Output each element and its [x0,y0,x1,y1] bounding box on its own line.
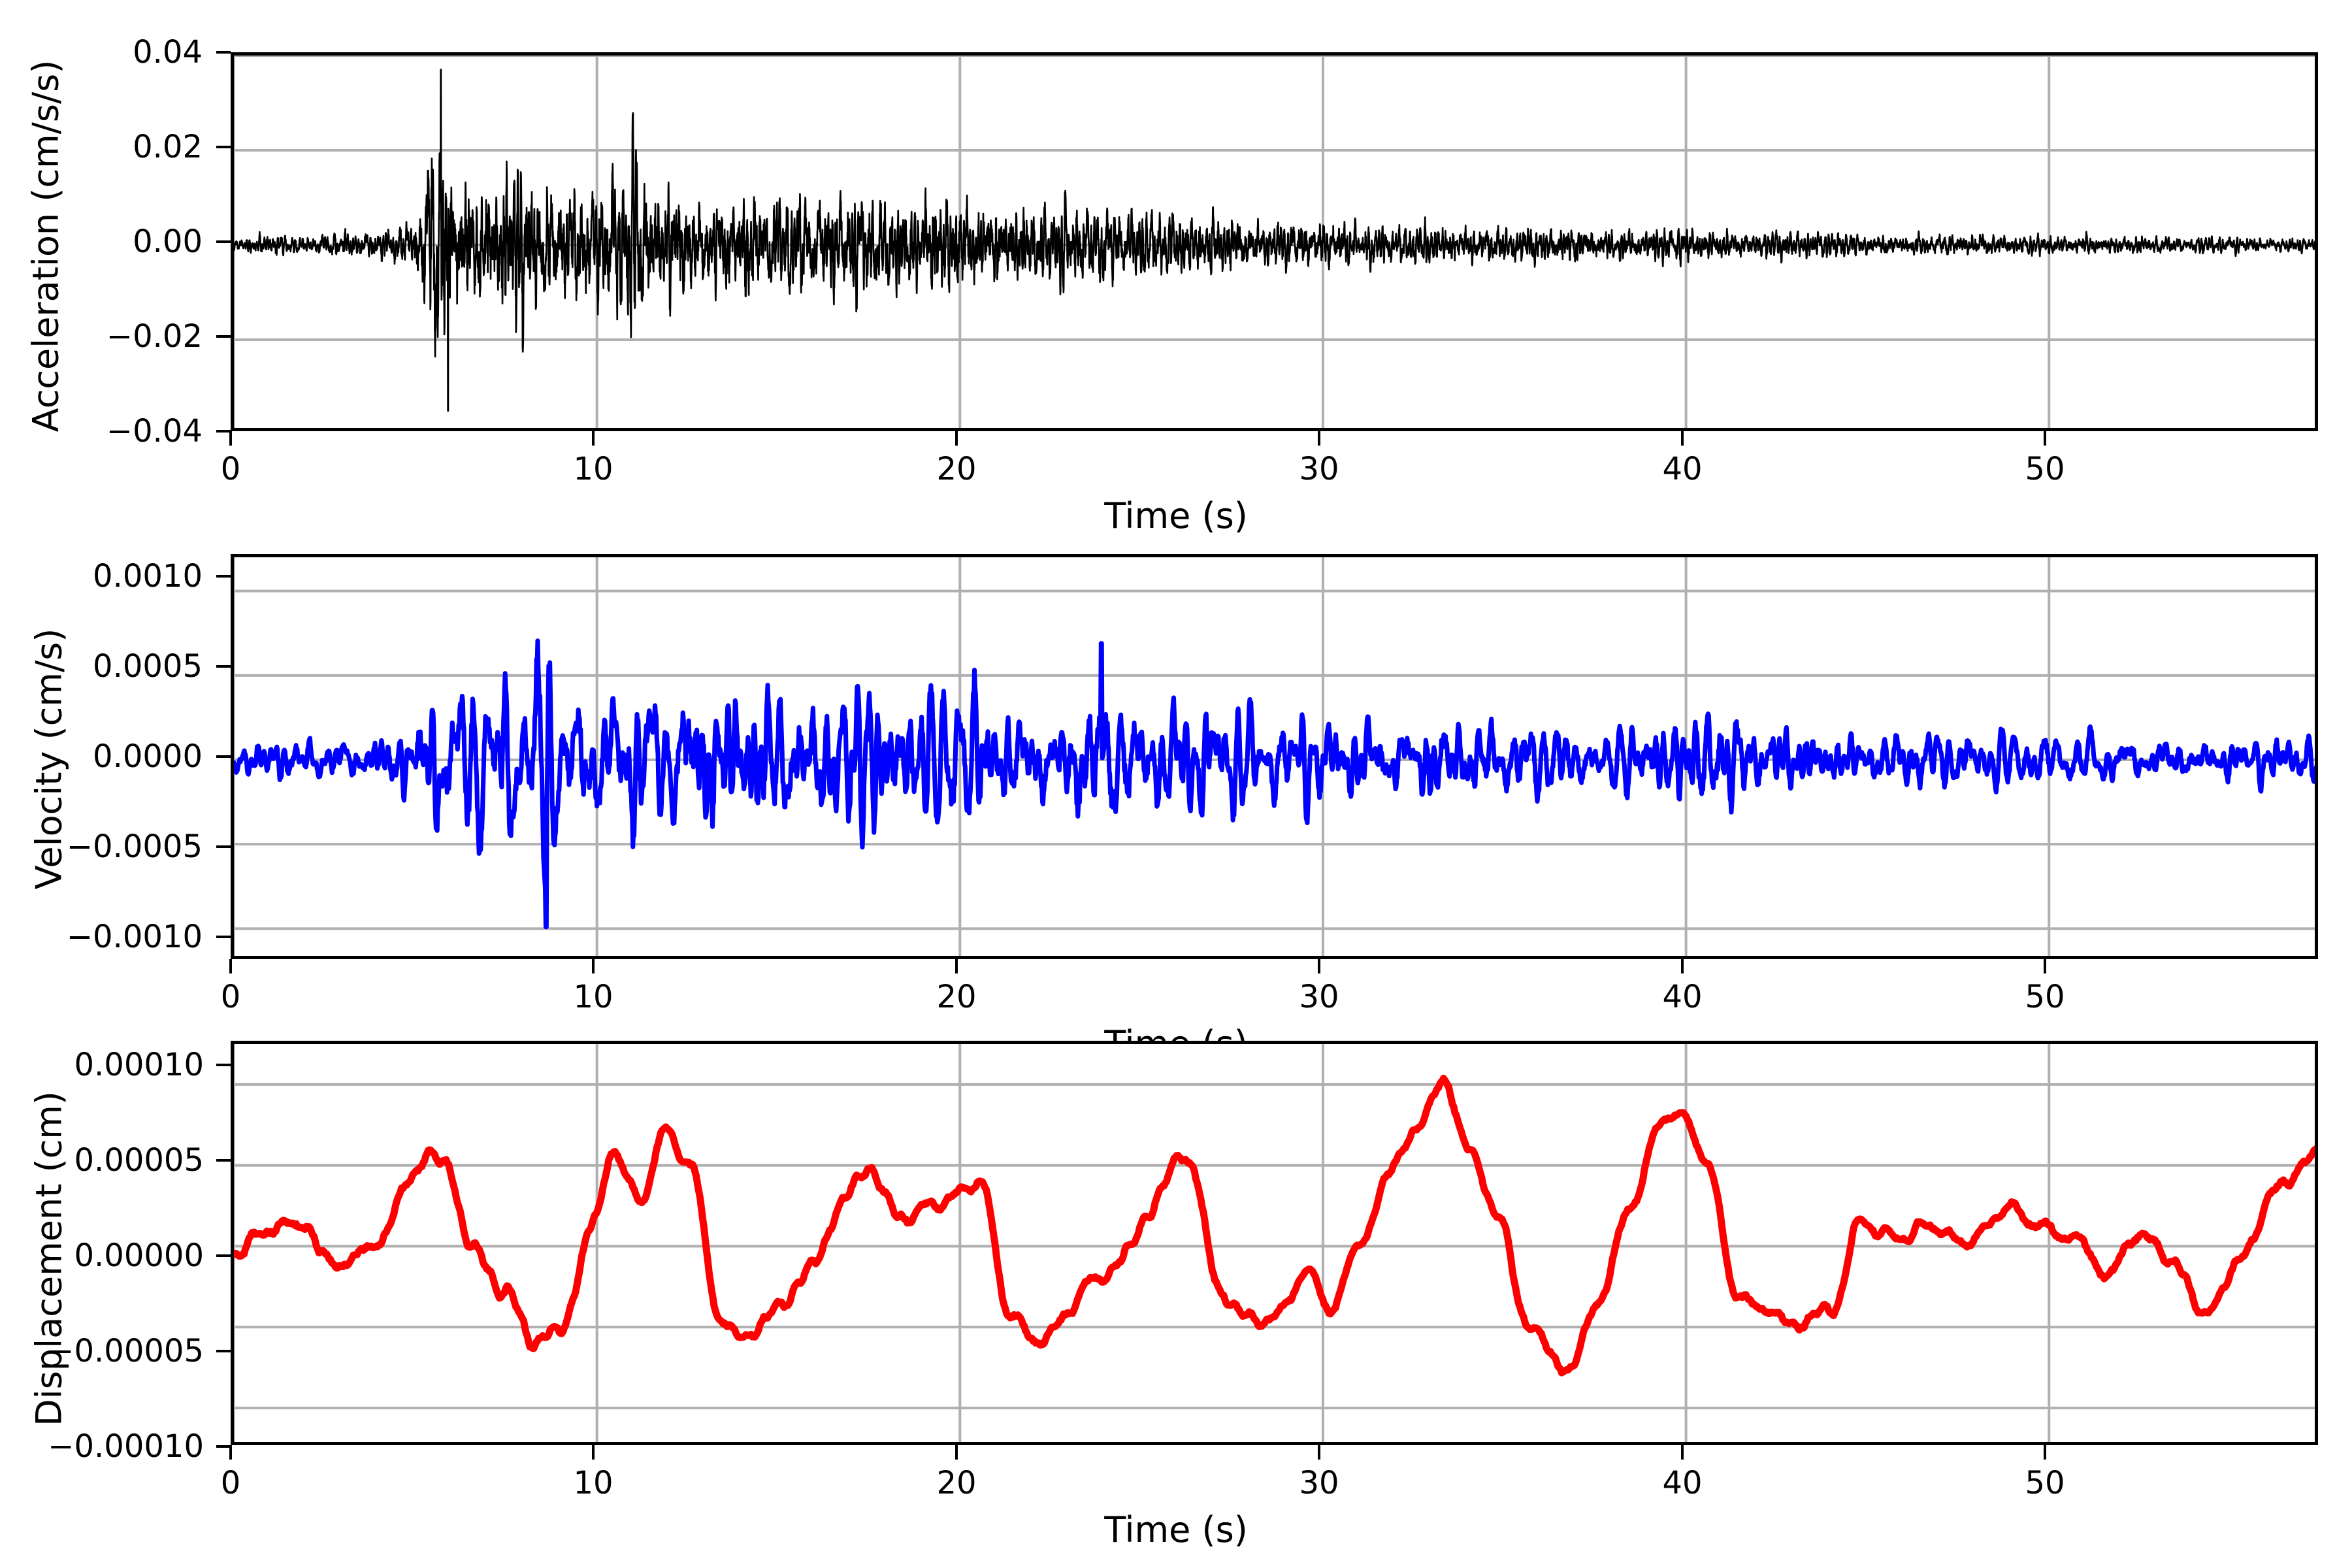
displacement-xtick-5: 50 [2025,1465,2065,1501]
acceleration-ytick-1: 0.02 [133,129,203,165]
velocity-xtickmark-0 [229,959,232,973]
velocity-xtickmark-2 [955,959,958,973]
velocity-xtickmark-5 [2044,959,2046,973]
displacement-ytick-2: 0.00000 [74,1237,204,1274]
velocity-ytick-4: −0.0010 [66,919,203,955]
velocity-ytick-0: 0.0010 [93,558,203,595]
displacement-ytick-0: 0.00010 [74,1047,204,1083]
velocity-ytickmark-1 [216,665,231,668]
velocity-ytickmark-2 [216,755,231,758]
acceleration-xtickmark-1 [592,431,595,446]
acceleration-xtickmark-2 [955,431,958,446]
velocity-xtickmark-3 [1318,959,1320,973]
displacement-xtick-3: 30 [1299,1465,1339,1501]
displacement-ytickmark-3 [216,1350,231,1352]
velocity-xtick-5: 50 [2025,979,2065,1015]
displacement-xtickmark-1 [592,1445,595,1460]
acceleration-ytick-4: −0.04 [106,413,203,449]
velocity-ytickmark-4 [216,936,231,938]
displacement-panel: Displacement (cm) 0.00010 0.00005 0.0000… [0,1013,2352,1568]
velocity-ytickmark-3 [216,845,231,848]
acceleration-ytickmark-3 [216,335,231,338]
acceleration-xtick-5: 50 [2025,451,2065,487]
velocity-ytick-2: 0.0000 [93,738,203,775]
displacement-ytick-4: −0.00010 [48,1428,204,1465]
displacement-ytickmark-1 [216,1159,231,1162]
acceleration-ytickmark-1 [216,146,231,148]
velocity-ytick-1: 0.0005 [93,648,203,685]
acceleration-time-label: Time (s) [1104,495,1248,536]
acceleration-xtick-0: 0 [220,451,241,487]
velocity-xtickmark-4 [1681,959,1684,973]
velocity-ytick-3: −0.0005 [66,828,203,865]
displacement-xtick-0: 0 [220,1465,241,1501]
velocity-xtick-3: 30 [1299,979,1339,1015]
acceleration-plot-area [231,52,2318,431]
velocity-xtick-2: 20 [936,979,977,1015]
displacement-xtickmark-5 [2044,1445,2046,1460]
displacement-xtickmark-4 [1681,1445,1684,1460]
velocity-xtick-1: 10 [573,979,613,1015]
acceleration-xtickmark-0 [229,431,232,446]
velocity-xtick-0: 0 [220,979,241,1015]
displacement-xtick-1: 10 [573,1465,613,1501]
acceleration-ytick-3: −0.02 [106,318,203,355]
displacement-xtick-2: 20 [936,1465,977,1501]
displacement-ytickmark-4 [216,1445,231,1448]
displacement-plot-area [231,1041,2318,1445]
velocity-xtickmark-1 [592,959,595,973]
velocity-panel: Velocity (cm/s) 0.0010 0.0005 0.0000 −0.… [0,523,2352,1064]
displacement-xtickmark-3 [1318,1445,1320,1460]
acceleration-ytickmark-4 [216,430,231,433]
acceleration-panel: Acceleration (cm/s/s) 0.04 0.02 0.00 −0.… [0,0,2352,536]
displacement-ytick-3: −0.00005 [48,1333,204,1369]
acceleration-xtick-2: 20 [936,451,977,487]
acceleration-ytick-0: 0.04 [133,34,203,71]
acceleration-ytickmark-2 [216,240,231,243]
displacement-time-label: Time (s) [1104,1509,1248,1550]
displacement-ytickmark-0 [216,1064,231,1066]
displacement-xtickmark-0 [229,1445,232,1460]
acceleration-ytickmark-0 [216,51,231,54]
displacement-xtickmark-2 [955,1445,958,1460]
displacement-ytickmark-2 [216,1254,231,1257]
displacement-xtick-4: 40 [1662,1465,1703,1501]
acceleration-xtickmark-4 [1681,431,1684,446]
velocity-ytickmark-0 [216,575,231,578]
velocity-xtick-4: 40 [1662,979,1703,1015]
acceleration-ytick-2: 0.00 [133,223,203,260]
velocity-plot-area [231,554,2318,959]
acceleration-xtick-3: 30 [1299,451,1339,487]
acceleration-xtickmark-5 [2044,431,2046,446]
displacement-ytick-1: 0.00005 [74,1142,204,1179]
acceleration-xtickmark-3 [1318,431,1320,446]
acceleration-xtick-4: 40 [1662,451,1703,487]
acceleration-xtick-1: 10 [573,451,613,487]
